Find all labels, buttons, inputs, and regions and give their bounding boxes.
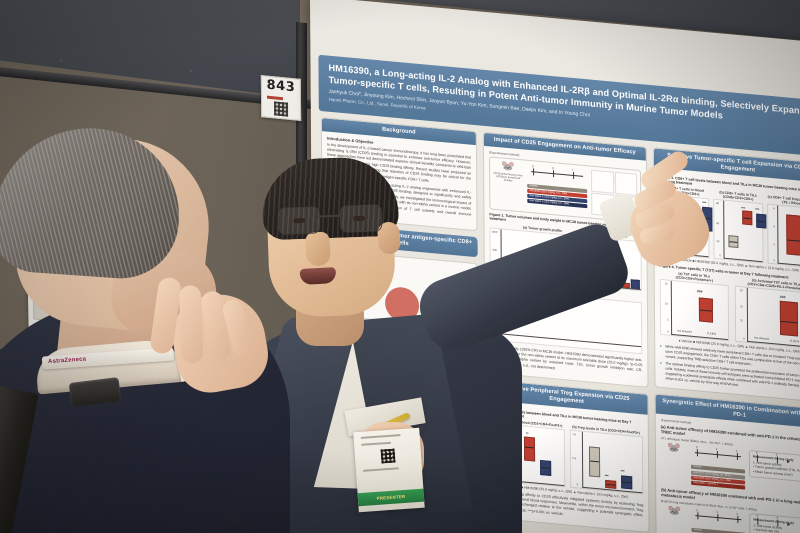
mouse-icon-orthotopic: 🐭 — [667, 441, 681, 456]
figure4a-annotation: 0.14% — [707, 331, 717, 337]
figure2b-chart: 1.5 0.5 0 *** *** — [569, 429, 644, 495]
mouse-icon-metastasis: 🐭 — [667, 504, 682, 518]
figure4b-annotation: 0.01% — [790, 339, 800, 344]
figure3c-chart: 6 4 2 0 — [767, 204, 800, 269]
figure4a-nd-label: Not detected — [677, 329, 692, 335]
synergy-timeline-a: 0 1 2 3 4 ▶ — [694, 445, 791, 465]
attendee-hand-on-chin — [139, 243, 281, 402]
sign-accent-bar — [266, 95, 284, 101]
board-number-sign: 843 — [260, 75, 302, 121]
badge-qr-icon — [380, 448, 396, 464]
conference-badge: PRESENTER — [353, 427, 425, 513]
board-number-text: 843 — [266, 77, 296, 96]
impact-timeline: 0 3 7 10 14 21 ▶ 28 — [527, 164, 648, 185]
presenter-nose — [305, 231, 331, 267]
section-synergy: Synergistic Effect of HM16390 in Combina… — [654, 393, 800, 533]
qr-code-icon — [274, 101, 289, 117]
badge-ribbon: PRESENTER — [357, 488, 425, 507]
synergy-timeline-b: 0 1 2 3 4 ▶ — [695, 508, 791, 527]
eyeglasses — [276, 204, 389, 235]
presenter-pointing-arm — [412, 147, 717, 358]
impact-model-label: MC38 tumor-bearing mice (C57BL/6, 8-week… — [493, 171, 523, 183]
figure4b-chart: 20 15 10 0 Not detected ### 0.01% — [734, 286, 800, 350]
figure4b-nd-label: Not detected — [754, 336, 769, 342]
